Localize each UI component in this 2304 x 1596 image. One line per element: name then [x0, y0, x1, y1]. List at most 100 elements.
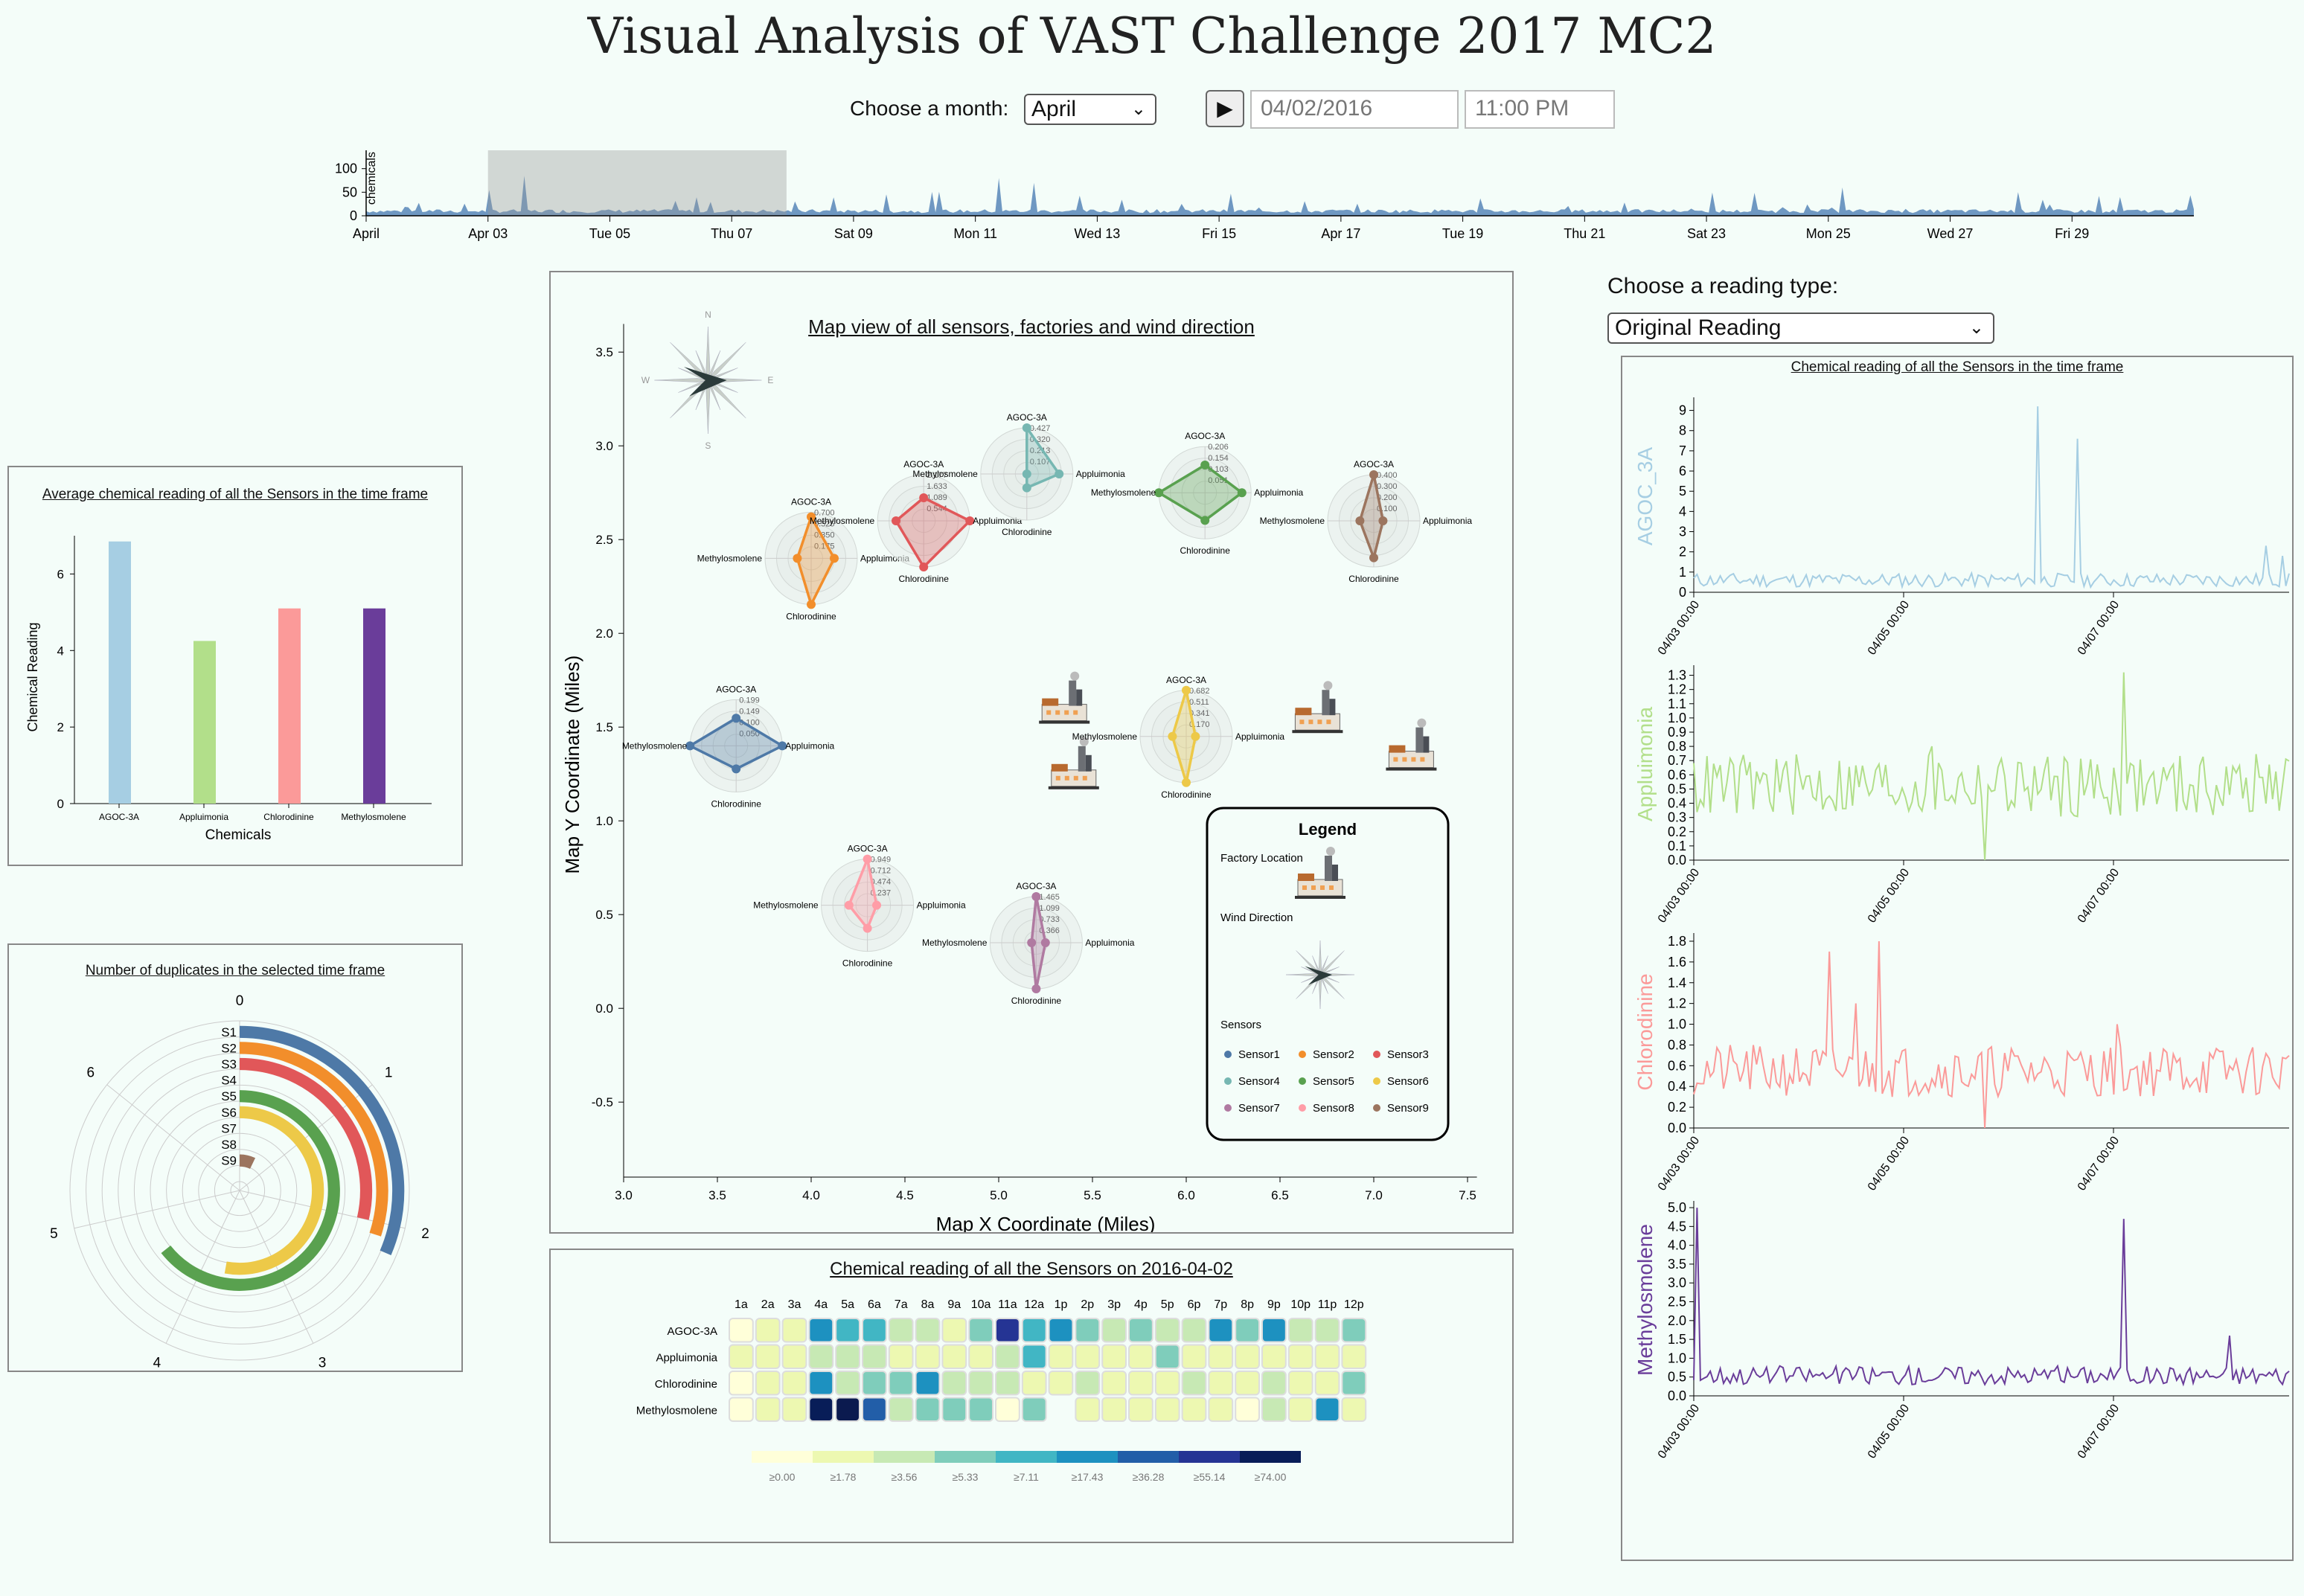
heatmap-cell [1021, 1344, 1047, 1369]
radar-point [1378, 516, 1388, 525]
line-x-tick-label: 04/07 00:00 [2076, 1134, 2122, 1193]
line-y-tick-label: 0.6 [1668, 1058, 1686, 1073]
timeline-x-tick-label: Apr 03 [468, 226, 508, 241]
avg-bar [278, 608, 301, 804]
month-label: Choose a month: [850, 97, 1009, 120]
heatmap-cell [1154, 1318, 1180, 1343]
legend-sensor-label: Sensor4 [1238, 1075, 1280, 1088]
heatmap-cell [1101, 1344, 1127, 1369]
map-x-tick-label: 4.5 [896, 1188, 914, 1202]
radar-point [872, 900, 881, 910]
radar-axis-label: AGOC-3A [1185, 431, 1225, 441]
line-y-tick-label: 0.1 [1668, 839, 1686, 853]
line-y-tick-label: 0.7 [1668, 753, 1686, 768]
factory-window [1317, 720, 1322, 725]
avg-bar [193, 641, 216, 804]
heatmap-hour-label: 9a [947, 1298, 961, 1311]
factory-chimney [1415, 727, 1424, 753]
radar-tick-label: 0.712 [871, 867, 892, 876]
radar-point [1031, 892, 1041, 901]
radar-point [1369, 553, 1378, 563]
radar-axis-label: Chlorodinine [899, 574, 950, 584]
avg-chart-panel: Average chemical reading of all the Sens… [7, 466, 463, 866]
time-input[interactable]: 11:00 PM [1465, 90, 1615, 129]
reading-select[interactable]: Original Reading ⌄ [1607, 313, 1994, 344]
legend-sensor-dot [1299, 1051, 1306, 1058]
radar-tick-label: 0.100 [739, 718, 760, 727]
line-y-tick-label: 0.4 [1668, 796, 1686, 811]
radar-point [919, 493, 929, 502]
dup-chart-title: Number of duplicates in the selected tim… [85, 963, 385, 978]
map-title: Map view of all sensors, factories and w… [808, 315, 1255, 338]
factory-base [1292, 730, 1343, 734]
dup-grid-spoke [106, 1084, 240, 1191]
dup-angle-label: 1 [385, 1065, 393, 1080]
heatmap-cell [729, 1318, 754, 1343]
legend-sensor-dot [1224, 1051, 1232, 1058]
avg-x-label: Chemicals [205, 827, 272, 843]
line-y-tick-label: 2 [1679, 545, 1686, 560]
radar-tick-label: 0.199 [739, 696, 760, 705]
radar-point [1022, 469, 1031, 478]
heatmap-cell [1101, 1371, 1127, 1396]
date-input[interactable]: 04/02/2016 [1250, 90, 1459, 129]
line-y-tick-label: 0.2 [1668, 1100, 1686, 1115]
map-y-tick-label: 0.0 [595, 1001, 613, 1016]
radar-tick-label: 0.427 [1030, 424, 1051, 433]
heatmap-cell [1235, 1371, 1261, 1396]
heatmap-cell [1128, 1397, 1153, 1422]
heatmap-cell [808, 1371, 834, 1396]
heatmap-cell [1208, 1344, 1234, 1369]
legend-sensor-label: Sensor9 [1387, 1102, 1429, 1115]
heatmap-cell [862, 1344, 887, 1369]
radar-axis-label: Appluimonia [1254, 487, 1303, 498]
avg-y-tick-label: 0 [57, 797, 64, 811]
dup-sensor-label: S8 [221, 1138, 237, 1152]
line-y-tick-label: 8 [1679, 423, 1686, 438]
heatmap-hour-label: 8p [1241, 1298, 1254, 1311]
page-title: Visual Analysis of VAST Challenge 2017 M… [587, 7, 1717, 65]
line-y-tick-label: 1.3 [1668, 668, 1686, 683]
heatmap-cell [968, 1397, 994, 1422]
legend-sensor-label: Sensor1 [1238, 1048, 1280, 1061]
factory-base [1039, 720, 1090, 724]
heatmap-cell [888, 1371, 914, 1396]
month-select[interactable]: April ⌄ [1024, 94, 1156, 125]
line-y-tick-label: 2.5 [1668, 1295, 1686, 1310]
heatmap-hour-label: 2p [1081, 1298, 1094, 1311]
heatmap-cell [1128, 1318, 1153, 1343]
heatmap-cell [968, 1371, 994, 1396]
compass-ray [1319, 940, 1322, 975]
compass-ray [1285, 973, 1321, 976]
heatmap-cell [1235, 1397, 1261, 1422]
map-x-tick-label: 3.5 [708, 1188, 726, 1202]
radar-point [844, 900, 854, 910]
play-button[interactable]: ▶ [1206, 90, 1244, 127]
factory-chimney [1078, 746, 1086, 772]
radar-point [807, 512, 816, 522]
radar-tick-label: 0.050 [739, 729, 760, 738]
timeline-y-tick-label: 50 [342, 185, 357, 199]
line-y-tick-label: 0 [1679, 585, 1686, 600]
radar-point [1022, 423, 1031, 432]
line-y-tick-label: 0.0 [1668, 1121, 1686, 1135]
heatmap-cell [915, 1318, 941, 1343]
legend-sensor-label: Sensor5 [1313, 1075, 1354, 1088]
line-y-tick-label: 0.3 [1668, 810, 1686, 825]
radar-axis-label: AGOC-3A [1016, 881, 1056, 891]
heatmap-cell [1208, 1397, 1234, 1422]
heatmap-cell [1261, 1344, 1287, 1369]
heatmap-cell [1314, 1397, 1340, 1422]
radar-point [1040, 938, 1050, 947]
heatmap-cell [968, 1344, 994, 1369]
radar-point [919, 563, 929, 571]
radar-point [1200, 516, 1210, 525]
factory-window [1393, 757, 1398, 762]
heatmap-cell [941, 1371, 967, 1396]
heatmap-scale-label: ≥0.00 [769, 1471, 796, 1483]
heatmap-scale-swatch [752, 1451, 813, 1463]
heatmap-hour-label: 12p [1344, 1298, 1364, 1311]
heatmap-cell [1021, 1318, 1047, 1343]
line-y-label: AGOC_3A [1633, 447, 1657, 546]
timeline-chart[interactable]: 100 50 0 chemicals April Apr 03 Tue 05 Thu 07 Sa… [320, 141, 2210, 253]
